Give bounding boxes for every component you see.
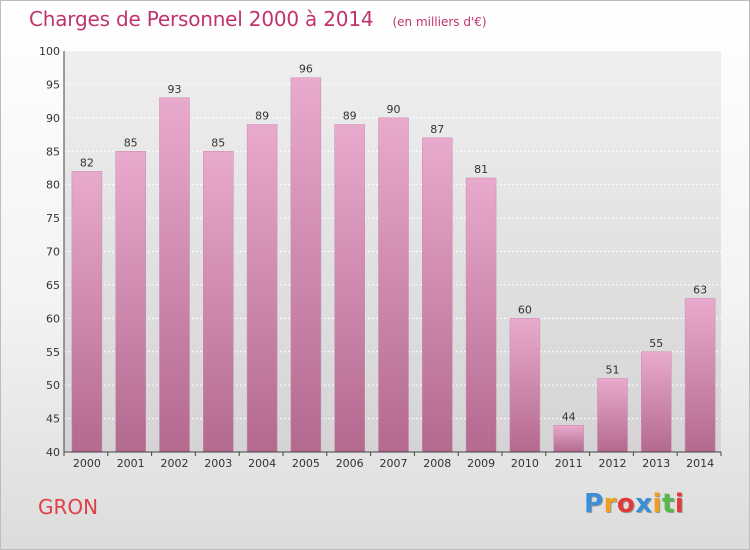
x-axis: 2000 2001 2002 2003 2004 2005 2006 2007 2008 2009… [63, 451, 722, 470]
y-tick-label: 65 [46, 279, 60, 292]
x-tick-label: 2011 [555, 457, 583, 470]
x-tick-label: 2007 [380, 457, 408, 470]
y-tick-label: 95 [46, 78, 60, 91]
x-tick-label: 2005 [292, 457, 320, 470]
data-label: 60 [518, 303, 532, 316]
x-tick-label: 2012 [599, 457, 627, 470]
logo-letter: i [652, 489, 662, 519]
y-tick-label: 40 [46, 446, 60, 459]
y-tick-label: 100 [39, 45, 60, 58]
bar [684, 298, 716, 453]
logo-letter: P [584, 489, 604, 519]
bar [334, 124, 365, 453]
logo-letter: x [635, 489, 653, 519]
data-label: 87 [430, 123, 444, 136]
logo-letter: i [674, 489, 685, 519]
bars [71, 77, 716, 453]
data-label: 81 [474, 163, 488, 176]
data-label: 85 [124, 136, 138, 149]
data-label: 55 [649, 337, 663, 350]
data-label: 51 [606, 363, 620, 376]
data-labels: 82 85 93 85 89 96 89 90 87 81 60 44 51 55 63 [80, 63, 707, 424]
bar [378, 117, 409, 453]
chart-title: Charges de Personnel 2000 à 2014 [29, 7, 374, 31]
x-tick-label: 2000 [73, 457, 101, 470]
x-tick-label: 2003 [204, 457, 232, 470]
y-tick-label: 50 [46, 379, 60, 392]
y-tick-label: 45 [46, 413, 60, 426]
logo-letter: r [603, 489, 617, 519]
title-row: Charges de Personnel 2000 à 2014 (en mil… [29, 7, 487, 31]
data-label: 63 [693, 283, 707, 296]
y-tick-label: 80 [46, 179, 60, 192]
x-tick-label: 2010 [511, 457, 539, 470]
y-axis: 40 45 50 55 60 65 70 75 80 85 90 95 100 [39, 45, 65, 459]
proxiti-logo: Proxiti [584, 489, 684, 519]
y-tick-label: 55 [46, 346, 60, 359]
x-tick-label: 2009 [467, 457, 495, 470]
logo-letter: o [616, 489, 636, 519]
bar [465, 177, 497, 453]
bar [203, 151, 234, 453]
y-tick-label: 60 [46, 312, 60, 325]
bar [422, 137, 453, 453]
commune-name: GRON [38, 495, 99, 519]
bar [71, 171, 103, 453]
data-label: 82 [80, 156, 94, 169]
data-label: 90 [387, 103, 401, 116]
x-tick-label: 2006 [336, 457, 364, 470]
bar [597, 378, 628, 453]
bar [290, 77, 322, 453]
data-label: 85 [211, 136, 225, 149]
y-tick-label: 90 [46, 112, 60, 125]
bar [115, 151, 146, 453]
data-label: 96 [299, 63, 313, 76]
data-label: 89 [255, 110, 269, 123]
bar [641, 351, 672, 453]
data-label: 44 [562, 410, 576, 423]
x-tick-label: 2008 [423, 457, 451, 470]
y-tick-label: 70 [46, 246, 60, 259]
y-tick-label: 75 [46, 212, 60, 225]
data-label: 89 [343, 110, 357, 123]
data-label: 93 [168, 83, 182, 96]
bar [159, 97, 190, 453]
logo-letter: t [661, 489, 675, 519]
bar [553, 425, 584, 453]
bar [246, 124, 278, 453]
x-tick-label: 2004 [248, 457, 276, 470]
x-tick-label: 2002 [161, 457, 189, 470]
y-tick-label: 85 [46, 145, 60, 158]
bar [509, 318, 541, 453]
chart-subtitle: (en milliers d'€) [392, 15, 487, 29]
x-tick-label: 2001 [117, 457, 145, 470]
x-tick-label: 2014 [686, 457, 714, 470]
x-tick-label: 2013 [642, 457, 670, 470]
